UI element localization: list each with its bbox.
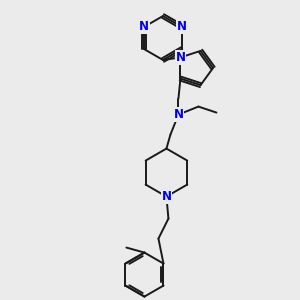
Text: N: N: [139, 20, 149, 34]
Text: N: N: [177, 20, 187, 34]
Text: N: N: [176, 51, 185, 64]
Text: N: N: [173, 108, 183, 121]
Text: N: N: [161, 190, 171, 203]
